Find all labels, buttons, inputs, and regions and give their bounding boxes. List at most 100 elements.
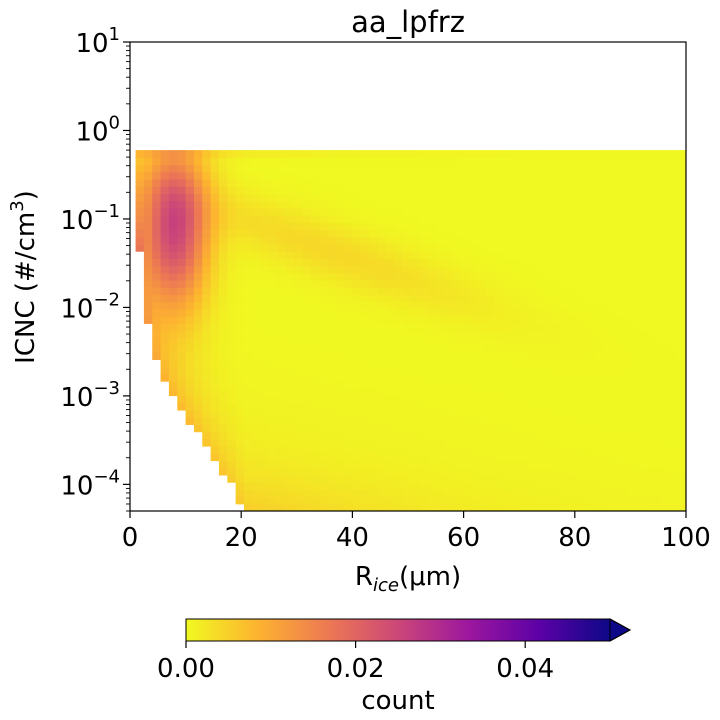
heatmap-cell: [510, 243, 520, 252]
heatmap-cell: [177, 222, 187, 231]
heatmap-cell: [394, 258, 404, 267]
heatmap-cell: [469, 482, 479, 490]
heatmap-cell: [510, 308, 520, 317]
heatmap-cell: [494, 301, 504, 310]
heatmap-cell: [352, 438, 362, 447]
heatmap-cell: [202, 438, 212, 447]
heatmap-cell: [494, 417, 504, 425]
heatmap-cell: [485, 446, 495, 454]
heatmap-cell: [535, 251, 545, 259]
heatmap-cell: [510, 489, 520, 498]
heatmap-cell: [577, 337, 587, 346]
heatmap-cell: [610, 193, 620, 202]
heatmap-cell: [527, 258, 537, 267]
heatmap-cell: [202, 272, 212, 281]
heatmap-cell: [602, 308, 612, 317]
heatmap-cell: [410, 316, 420, 324]
heatmap-cell: [327, 417, 337, 425]
heatmap-cell: [452, 352, 462, 361]
heatmap-cell: [385, 323, 395, 332]
heatmap-cell: [527, 496, 537, 505]
heatmap-cell: [252, 294, 262, 303]
heatmap-cell: [377, 503, 387, 511]
heatmap-cell: [360, 316, 370, 324]
heatmap-cell: [619, 251, 629, 259]
heatmap-cell: [435, 272, 445, 281]
heatmap-cell: [477, 446, 487, 454]
heatmap-cell: [319, 453, 328, 462]
heatmap-cell: [260, 236, 270, 245]
heatmap-cell: [460, 366, 470, 375]
heatmap-cell: [669, 316, 679, 324]
heatmap-cell: [460, 409, 470, 418]
heatmap-cell: [519, 272, 529, 281]
heatmap-cell: [310, 272, 320, 281]
heatmap-cell: [569, 438, 579, 447]
heatmap-cell: [294, 359, 303, 368]
heatmap-cell: [452, 496, 462, 505]
heatmap-cell: [569, 388, 579, 397]
heatmap-cell: [285, 496, 295, 505]
heatmap-cell: [644, 438, 654, 447]
heatmap-cell: [402, 330, 412, 339]
heatmap-cell: [494, 258, 504, 267]
heatmap-cell: [644, 171, 654, 180]
heatmap-cell: [594, 171, 604, 180]
heatmap-cell: [277, 207, 287, 216]
heatmap-cell: [602, 258, 612, 267]
heatmap-cell: [577, 460, 587, 469]
heatmap-cell: [285, 337, 295, 346]
heatmap-cell: [569, 323, 579, 332]
heatmap-cell: [269, 178, 278, 187]
heatmap-cell: [177, 294, 187, 303]
heatmap-cell: [585, 251, 595, 259]
heatmap-cell: [385, 366, 395, 375]
heatmap-cell: [544, 366, 554, 375]
heatmap-cell: [277, 417, 287, 425]
heatmap-cell: [319, 409, 328, 418]
heatmap-cell: [527, 344, 537, 353]
heatmap-cell: [502, 438, 512, 447]
heatmap-cell: [360, 359, 370, 368]
heatmap-cell: [560, 388, 570, 397]
heatmap-cell: [227, 308, 237, 317]
heatmap-cell: [319, 373, 328, 382]
heatmap-cell: [485, 178, 495, 187]
heatmap-cell: [469, 215, 479, 223]
heatmap-cell: [252, 207, 262, 216]
heatmap-cell: [369, 366, 379, 375]
heatmap-cell: [319, 489, 328, 498]
heatmap-cell: [652, 503, 662, 511]
heatmap-cell: [335, 243, 345, 252]
heatmap-cell: [669, 308, 679, 317]
heatmap-cell: [444, 330, 454, 339]
heatmap-cell: [510, 301, 520, 310]
heatmap-cell: [502, 381, 512, 389]
heatmap-cell: [385, 157, 395, 166]
heatmap-cell: [635, 337, 645, 346]
heatmap-cell: [193, 381, 203, 389]
heatmap-cell: [327, 294, 337, 303]
heatmap-cell: [610, 323, 620, 332]
heatmap-cell: [477, 265, 487, 274]
heatmap-cell: [552, 193, 562, 202]
heatmap-cell: [627, 373, 637, 382]
heatmap-cell: [677, 381, 686, 389]
heatmap-cell: [285, 308, 295, 317]
heatmap-cell: [519, 222, 529, 231]
heatmap-cell: [419, 150, 429, 158]
heatmap-cell: [243, 323, 253, 332]
heatmap-cell: [185, 316, 195, 324]
heatmap-cell: [210, 359, 220, 368]
heatmap-cell: [452, 200, 462, 209]
heatmap-cell: [210, 352, 220, 361]
heatmap-cell: [294, 496, 303, 505]
heatmap-cell: [202, 200, 212, 209]
heatmap-cell: [335, 467, 345, 476]
heatmap-cell: [235, 265, 245, 274]
heatmap-cell: [644, 229, 654, 238]
heatmap-cell: [185, 171, 195, 180]
heatmap-cell: [394, 496, 404, 505]
heatmap-cell: [627, 474, 637, 483]
heatmap-cell: [660, 222, 670, 231]
